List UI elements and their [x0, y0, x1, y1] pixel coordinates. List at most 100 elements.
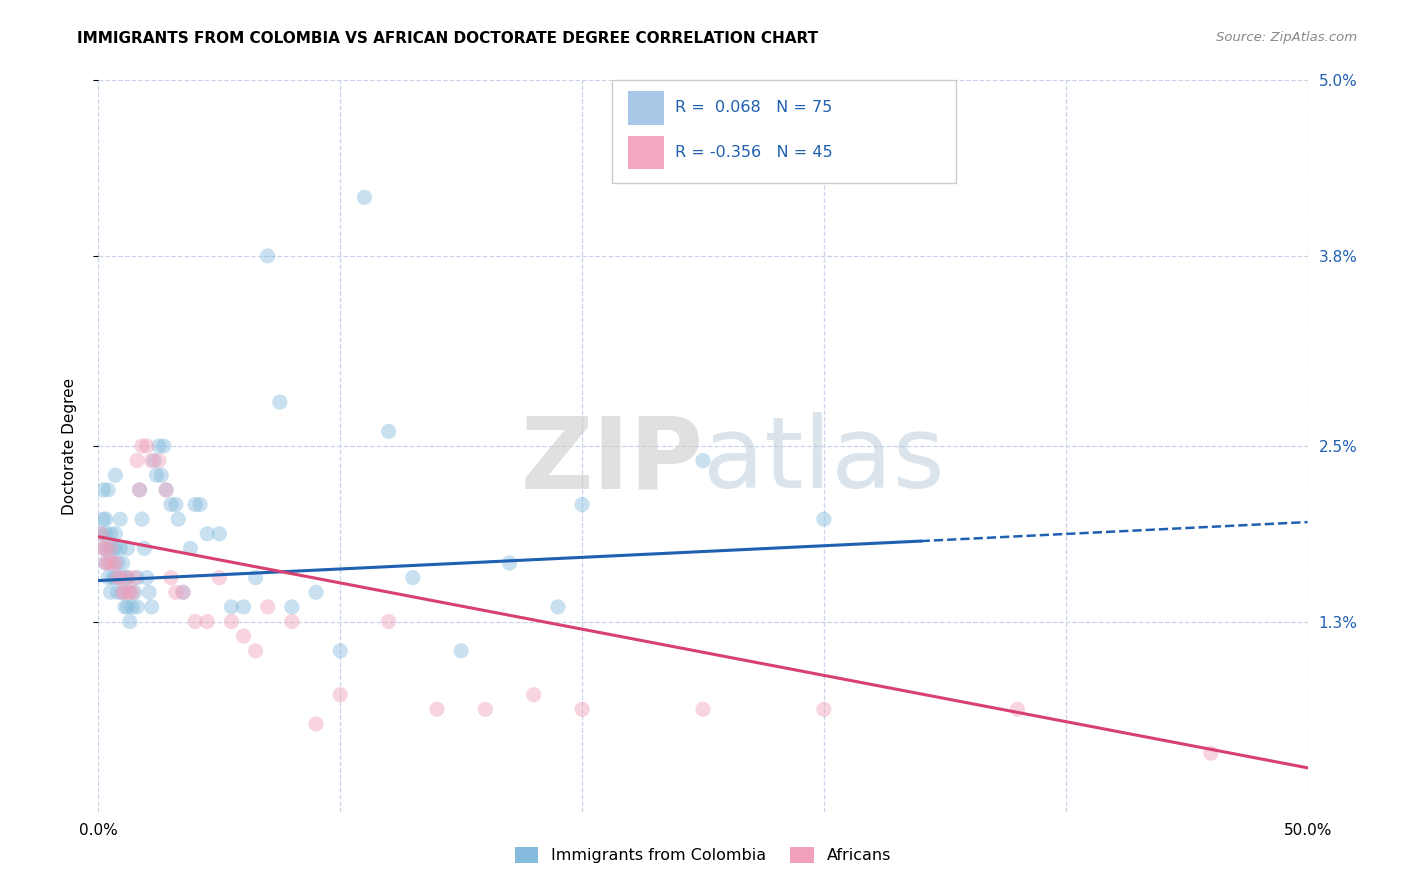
Point — [111, 585, 134, 599]
Point — [108, 512, 131, 526]
Point — [114, 571, 136, 585]
Point — [172, 585, 194, 599]
Point — [141, 453, 163, 467]
Point — [117, 541, 139, 556]
Point — [128, 483, 150, 497]
Point — [813, 512, 835, 526]
Point — [184, 615, 207, 629]
Point — [547, 599, 569, 614]
Point — [256, 599, 278, 614]
Point — [143, 453, 166, 467]
Point — [90, 526, 112, 541]
Point — [305, 717, 328, 731]
Point — [90, 526, 112, 541]
Point — [108, 571, 131, 585]
Text: Source: ZipAtlas.com: Source: ZipAtlas.com — [1216, 31, 1357, 45]
Point — [165, 498, 187, 512]
Point — [111, 585, 134, 599]
Point — [94, 556, 117, 570]
Point — [245, 571, 267, 585]
Point — [692, 453, 714, 467]
Point — [141, 599, 163, 614]
Point — [100, 541, 122, 556]
Point — [1007, 702, 1029, 716]
Point — [94, 556, 117, 570]
Point — [117, 571, 139, 585]
Point — [114, 585, 136, 599]
Point — [145, 468, 167, 483]
Point — [128, 483, 150, 497]
Point — [426, 702, 449, 716]
Point — [118, 615, 141, 629]
Point — [377, 615, 399, 629]
Point — [150, 468, 173, 483]
Point — [107, 571, 129, 585]
Point — [195, 526, 218, 541]
Point — [474, 702, 496, 716]
Point — [155, 483, 177, 497]
Point — [135, 439, 157, 453]
Point — [131, 439, 153, 453]
Point — [692, 702, 714, 716]
Point — [101, 556, 124, 570]
Legend: Immigrants from Colombia, Africans: Immigrants from Colombia, Africans — [508, 840, 898, 870]
Point — [1199, 746, 1222, 760]
Point — [104, 541, 127, 556]
Point — [104, 526, 127, 541]
Point — [107, 556, 129, 570]
Point — [131, 512, 153, 526]
Point — [571, 498, 593, 512]
Text: R = -0.356   N = 45: R = -0.356 N = 45 — [675, 145, 832, 160]
Point — [97, 483, 120, 497]
Point — [208, 571, 231, 585]
Point — [104, 468, 127, 483]
Point — [281, 615, 304, 629]
Point — [353, 190, 375, 204]
Point — [107, 585, 129, 599]
Text: IMMIGRANTS FROM COLOMBIA VS AFRICAN DOCTORATE DEGREE CORRELATION CHART: IMMIGRANTS FROM COLOMBIA VS AFRICAN DOCT… — [77, 31, 818, 46]
Point — [101, 541, 124, 556]
Point — [127, 599, 149, 614]
Point — [450, 644, 472, 658]
Point — [184, 498, 207, 512]
Point — [152, 439, 174, 453]
Point — [155, 483, 177, 497]
Point — [138, 585, 160, 599]
Point — [117, 599, 139, 614]
Point — [221, 615, 243, 629]
Point — [232, 629, 254, 643]
Point — [172, 585, 194, 599]
Point — [571, 702, 593, 716]
Point — [377, 425, 399, 439]
Point — [813, 702, 835, 716]
Point — [498, 556, 520, 570]
Point — [160, 571, 183, 585]
Point — [118, 585, 141, 599]
Point — [402, 571, 425, 585]
Text: atlas: atlas — [703, 412, 945, 509]
Point — [329, 644, 352, 658]
Point — [101, 571, 124, 585]
Point — [108, 541, 131, 556]
Point — [195, 615, 218, 629]
Point — [104, 571, 127, 585]
Point — [305, 585, 328, 599]
Point — [269, 395, 291, 409]
Point — [94, 541, 117, 556]
Point — [256, 249, 278, 263]
Point — [97, 571, 120, 585]
Point — [208, 526, 231, 541]
Point — [165, 585, 187, 599]
Point — [329, 688, 352, 702]
Point — [117, 571, 139, 585]
Point — [111, 556, 134, 570]
Point — [91, 483, 114, 497]
Point — [100, 556, 122, 570]
Point — [127, 453, 149, 467]
Text: ZIP: ZIP — [520, 412, 703, 509]
Point — [97, 541, 120, 556]
Point — [523, 688, 546, 702]
Point — [118, 585, 141, 599]
Point — [97, 556, 120, 570]
Point — [179, 541, 201, 556]
